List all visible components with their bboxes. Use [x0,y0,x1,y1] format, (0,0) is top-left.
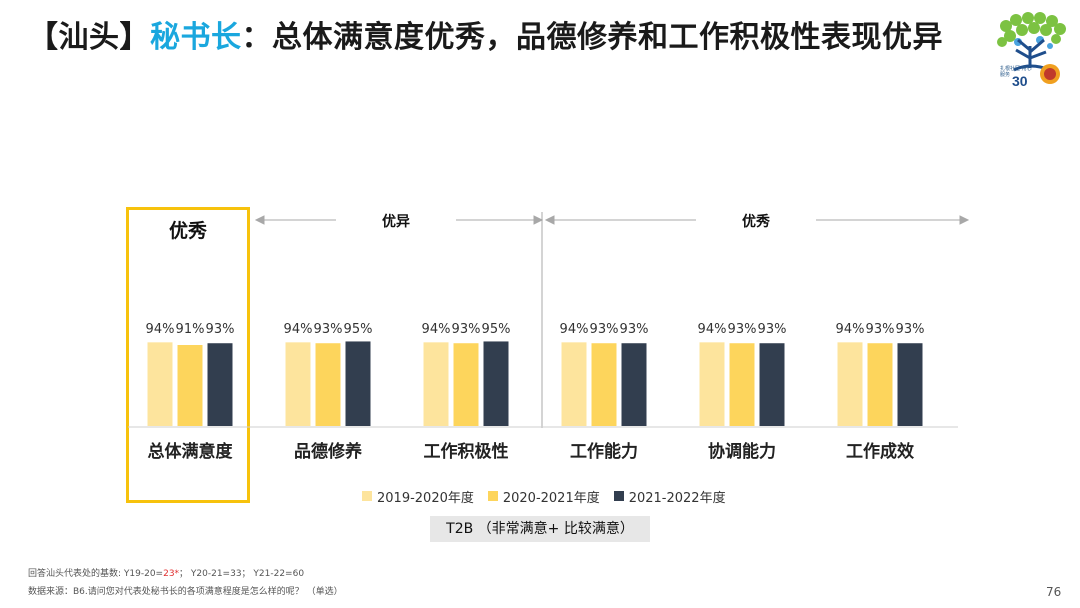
bar-1-3 [207,343,233,426]
data-label-1-3: 93% [206,322,235,337]
title-region: 汕头 [58,20,120,55]
data-label-1-2: 91% [176,322,205,337]
legend-swatch-2 [487,491,498,501]
chart-legend: 2019-2020年度 2020-2021年度 2021-2022年度 [362,486,740,506]
data-label-4-3: 93% [620,322,649,337]
legend-item-2: 2020-2021年度 [487,487,600,506]
data-label-6-1: 94% [836,322,865,337]
group1-arrow-right-head [533,215,544,225]
data-label-3-3: 95% [482,322,511,337]
bar-1-1 [147,342,173,426]
bar-2-1 [285,342,311,426]
t2b-label: T2B （非常满意+ 比较满意） [430,516,650,542]
category-label-6: 工作成效 [846,441,914,462]
title-headline: 总体满意度优秀，品德修养和工作积极性表现优异 [272,20,943,55]
bar-4-1 [561,342,587,426]
data-label-6-2: 93% [866,322,895,337]
logo-text: 扎根社区 用心服务 [1000,66,1032,78]
legend-swatch-1 [362,491,372,501]
group-rating-label-2: 优秀 [742,214,770,230]
bar-3-2 [453,343,479,426]
title-colon: ： [241,20,272,55]
page-number: 76 [1046,585,1062,599]
group2-arrow-left-head [544,215,555,225]
legend-label-3: 2021-2022年度 [628,490,726,506]
footnote-base: 回答汕头代表处的基数: Y19-20=23*； Y20-21=33； Y21-2… [28,566,304,579]
title-bracket-close: 】 [119,20,150,55]
data-label-5-3: 93% [758,322,787,337]
legend-label-2: 2020-2021年度 [502,490,600,506]
data-label-2-2: 93% [314,322,343,337]
category-label-2: 品德修养 [294,441,363,462]
footnote-base-prefix: 回答汕头代表处的基数: Y19-20= [28,569,164,579]
footnote-source: 数据来源：B6.请问您对代表处秘书长的各项满意程度是怎么样的呢？ （单选） [28,587,343,597]
data-label-4-2: 93% [590,322,619,337]
svg-text:30: 30 [1012,73,1028,88]
data-label-6-3: 93% [896,322,925,337]
bar-6-3 [897,343,923,426]
group-rating-label-1: 优异 [382,214,410,230]
bar-4-3 [621,343,647,426]
bar-6-1 [837,342,863,426]
page-title: 【汕头】秘书长：总体满意度优秀，品德修养和工作积极性表现优异 [28,14,943,62]
footnote-base-y19: 23* [163,569,180,579]
highlight-rating-label: 优秀 [168,220,207,242]
bar-4-2 [591,343,617,426]
bar-5-1 [699,342,725,426]
data-label-1-1: 94% [146,322,175,337]
bar-3-3 [483,341,509,426]
legend-label-1: 2019-2020年度 [377,490,474,506]
category-label-3: 工作积极性 [424,441,509,462]
title-bracket-open: 【 [28,20,59,55]
footnote-base-suffix: ； Y20-21=33； Y21-22=60 [179,569,305,579]
category-label-4: 工作能力 [570,441,638,462]
category-label-5: 协调能力 [708,441,776,462]
tree-logo-icon: 30 [997,12,1066,88]
legend-item-1: 2019-2020年度 [362,487,474,506]
category-label-1: 总体满意度 [148,441,234,462]
data-label-5-1: 94% [698,322,727,337]
data-label-2-1: 94% [284,322,313,337]
bar-6-2 [867,343,893,426]
data-label-3-2: 93% [452,322,481,337]
bar-1-2 [177,345,203,426]
highlight-box [126,207,250,503]
legend-item-3: 2021-2022年度 [613,487,726,506]
data-label-2-3: 95% [344,322,373,337]
title-role: 秘书长 [150,20,242,55]
group2-arrow-right-head [959,215,970,225]
bar-5-2 [729,343,755,426]
bar-3-1 [423,342,449,426]
data-label-3-1: 94% [422,322,451,337]
legend-swatch-3 [613,491,624,501]
data-label-4-1: 94% [560,322,589,337]
bar-2-2 [315,343,341,426]
bar-2-3 [345,341,371,426]
data-label-5-2: 93% [728,322,757,337]
group1-arrow-left-head [254,215,265,225]
bar-5-3 [759,343,785,426]
